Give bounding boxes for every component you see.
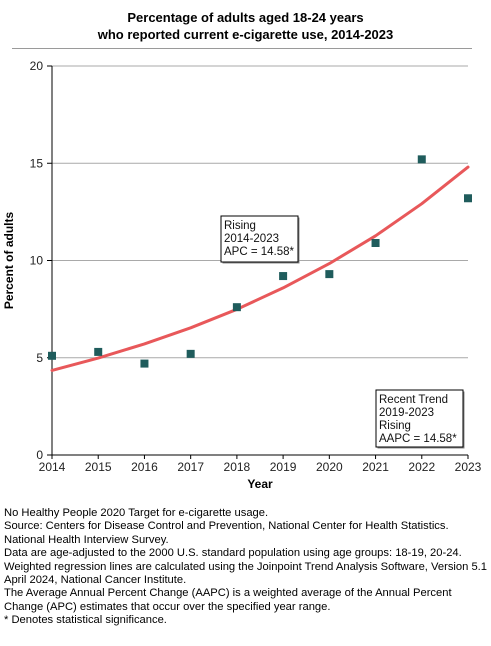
footnotes: No Healthy People 2020 Target for e-ciga… [4, 507, 488, 628]
x-tick-label: 2016 [131, 460, 158, 474]
annotation-text: Recent Trend [379, 394, 448, 406]
title-divider [12, 48, 472, 49]
y-axis-label: Percent of adults [2, 212, 16, 310]
annotation-text: Rising [379, 420, 411, 432]
footnote: Source: Centers for Disease Control and … [4, 520, 449, 546]
x-axis-label: Year [247, 477, 273, 491]
footnote: The Average Annual Percent Change (AAPC)… [4, 587, 452, 613]
annotation-text: APC = 14.58* [224, 246, 295, 258]
x-tick-label: 2021 [362, 460, 389, 474]
x-tick-label: 2022 [408, 460, 435, 474]
y-tick-label: 10 [30, 254, 44, 268]
data-point [140, 359, 149, 368]
x-tick-label: 2014 [39, 460, 66, 474]
data-point [279, 272, 288, 281]
data-point [232, 303, 241, 312]
footnote: * Denotes statistical significance. [4, 614, 167, 627]
data-point [371, 238, 380, 247]
footnote: Weighted regression lines are calculated… [4, 560, 487, 587]
x-tick-label: 2019 [270, 460, 297, 474]
data-point [94, 347, 103, 356]
annotation-text: 2014-2023 [224, 233, 279, 245]
x-tick-label: 2023 [455, 460, 482, 474]
data-point [464, 194, 472, 203]
data-point [417, 155, 426, 164]
data-point [325, 270, 334, 279]
annotation-text: 2019-2023 [379, 407, 434, 419]
y-tick-label: 5 [36, 351, 43, 365]
y-tick-label: 15 [30, 156, 44, 170]
chart-plot: 0 5 10 15 20 2014 2015 2016 2017 2018 2019 2020 2021… [2, 59, 482, 491]
footnote: No Healthy People 2020 Target for e-ciga… [4, 507, 269, 519]
y-tick-label: 0 [36, 448, 43, 462]
y-tick-label: 20 [30, 59, 44, 73]
chart-title: Percentage of adults aged 18-24 years wh… [0, 9, 491, 43]
annotation-box [220, 215, 299, 263]
annotation-text: AAPC = 14.58* [379, 433, 457, 445]
annotation-box [375, 389, 464, 448]
x-tick-label: 2018 [224, 460, 251, 474]
x-tick-label: 2020 [316, 460, 343, 474]
trend-line [50, 165, 470, 372]
annotation-text: Rising [224, 220, 256, 232]
footnote: Data are age-adjusted to the 2000 U.S. s… [4, 547, 462, 560]
chart-title-line-2: who reported current e-cigarette use, 20… [97, 27, 394, 42]
x-tick-label: 2017 [177, 460, 204, 474]
chart-title-line-1: Percentage of adults aged 18-24 years [127, 10, 364, 25]
data-point [186, 349, 195, 358]
data-point [48, 351, 56, 360]
x-tick-label: 2015 [85, 460, 112, 474]
